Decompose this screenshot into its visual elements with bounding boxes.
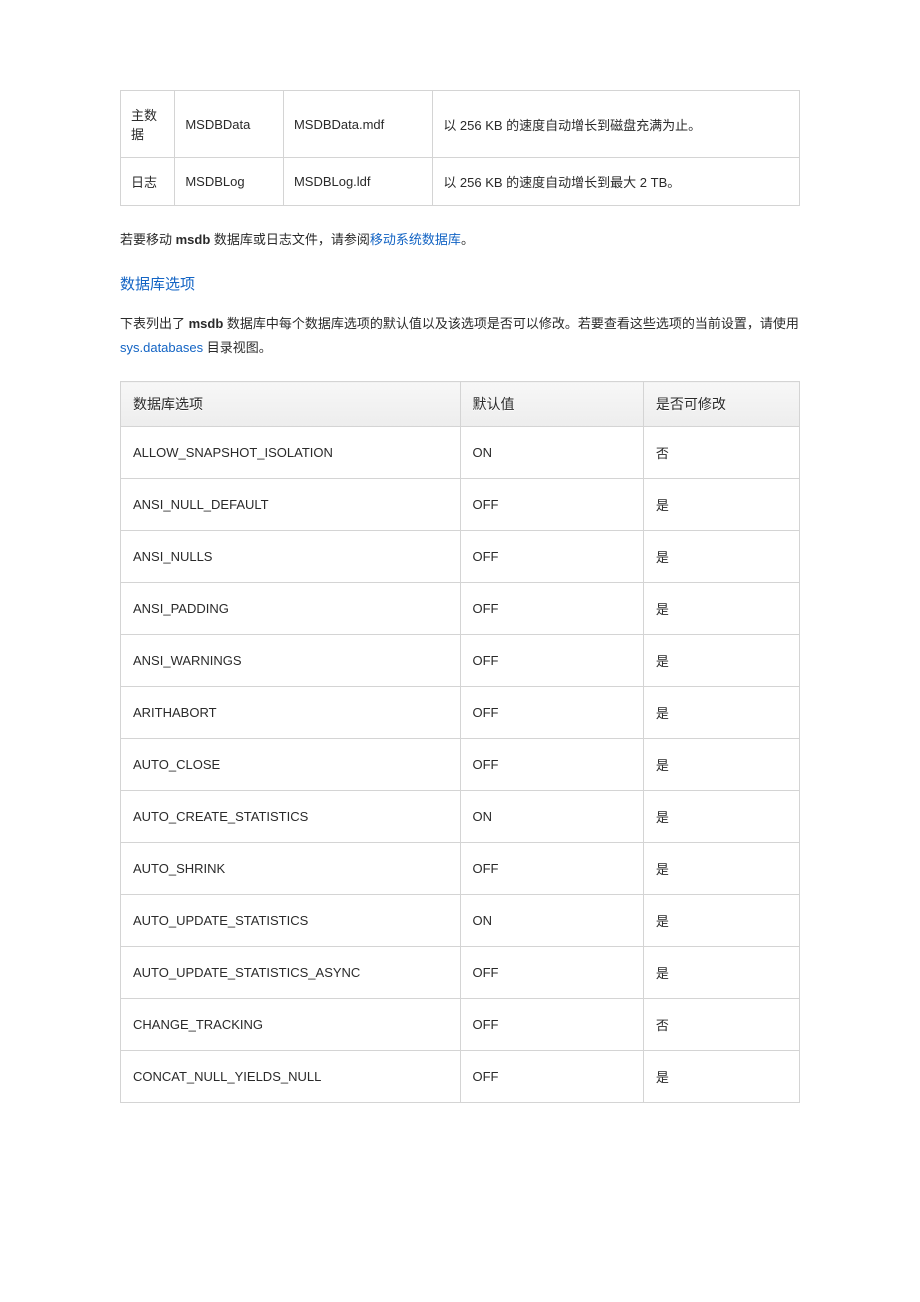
table-cell: 是 (643, 531, 799, 583)
table-cell: OFF (460, 583, 643, 635)
table-row: ALLOW_SNAPSHOT_ISOLATIONON否 (121, 427, 800, 479)
table-cell: OFF (460, 947, 643, 999)
text: 下表列出了 (120, 316, 189, 331)
section-heading-db-options: 数据库选项 (120, 273, 800, 294)
db-options-table: 数据库选项 默认值 是否可修改 ALLOW_SNAPSHOT_ISOLATION… (120, 381, 800, 1103)
text: 若要移动 (120, 232, 176, 247)
table-cell: OFF (460, 739, 643, 791)
table-cell: ANSI_NULL_DEFAULT (121, 479, 461, 531)
table-cell: 是 (643, 843, 799, 895)
table-cell: OFF (460, 1051, 643, 1103)
col-header-default: 默认值 (460, 382, 643, 427)
table-cell: AUTO_CREATE_STATISTICS (121, 791, 461, 843)
table-row: CONCAT_NULL_YIELDS_NULLOFF是 (121, 1051, 800, 1103)
table-cell: ON (460, 427, 643, 479)
table-row: ANSI_PADDINGOFF是 (121, 583, 800, 635)
table-cell: ANSI_WARNINGS (121, 635, 461, 687)
text: 目录视图。 (203, 340, 272, 355)
table-header-row: 数据库选项 默认值 是否可修改 (121, 382, 800, 427)
table-cell: 是 (643, 635, 799, 687)
table-cell: 否 (643, 427, 799, 479)
table-cell: ALLOW_SNAPSHOT_ISOLATION (121, 427, 461, 479)
table-cell: 以 256 KB 的速度自动增长到最大 2 TB。 (433, 158, 800, 206)
table-row: ARITHABORTOFF是 (121, 687, 800, 739)
table-row: AUTO_CREATE_STATISTICSON是 (121, 791, 800, 843)
table-row: CHANGE_TRACKINGOFF否 (121, 999, 800, 1051)
table-cell: OFF (460, 479, 643, 531)
table-cell: OFF (460, 531, 643, 583)
table-cell: 是 (643, 791, 799, 843)
table-cell: 主数据 (121, 91, 175, 158)
db-options-intro-paragraph: 下表列出了 msdb 数据库中每个数据库选项的默认值以及该选项是否可以修改。若要… (120, 312, 800, 361)
table-cell: CHANGE_TRACKING (121, 999, 461, 1051)
table-row: ANSI_NULL_DEFAULTOFF是 (121, 479, 800, 531)
table-row: AUTO_CLOSEOFF是 (121, 739, 800, 791)
table-cell: 是 (643, 739, 799, 791)
table-cell: ON (460, 791, 643, 843)
table-row: ANSI_WARNINGSOFF是 (121, 635, 800, 687)
table-cell: MSDBData.mdf (283, 91, 432, 158)
move-db-paragraph: 若要移动 msdb 数据库或日志文件，请参阅移动系统数据库。 (120, 228, 800, 253)
table-cell: ANSI_NULLS (121, 531, 461, 583)
table-row: AUTO_SHRINKOFF是 (121, 843, 800, 895)
text: 数据库或日志文件，请参阅 (210, 232, 370, 247)
col-header-modifiable: 是否可修改 (643, 382, 799, 427)
text: 数据库中每个数据库选项的默认值以及该选项是否可以修改。若要查看这些选项的当前设置… (223, 316, 799, 331)
table-cell: 是 (643, 1051, 799, 1103)
table-row: AUTO_UPDATE_STATISTICSON是 (121, 895, 800, 947)
table-cell: AUTO_UPDATE_STATISTICS_ASYNC (121, 947, 461, 999)
table-cell: OFF (460, 635, 643, 687)
document-page: 主数据MSDBDataMSDBData.mdf以 256 KB 的速度自动增长到… (0, 0, 920, 1165)
col-header-option: 数据库选项 (121, 382, 461, 427)
table-cell: 是 (643, 583, 799, 635)
table-cell: 以 256 KB 的速度自动增长到磁盘充满为止。 (433, 91, 800, 158)
table-cell: AUTO_CLOSE (121, 739, 461, 791)
table-cell: MSDBLog (175, 158, 284, 206)
table-cell: 是 (643, 687, 799, 739)
files-table: 主数据MSDBDataMSDBData.mdf以 256 KB 的速度自动增长到… (120, 90, 800, 206)
table-cell: MSDBData (175, 91, 284, 158)
table-cell: ANSI_PADDING (121, 583, 461, 635)
table-cell: AUTO_SHRINK (121, 843, 461, 895)
table-cell: 是 (643, 479, 799, 531)
table-cell: OFF (460, 999, 643, 1051)
table-cell: 是 (643, 895, 799, 947)
table-row: ANSI_NULLSOFF是 (121, 531, 800, 583)
msdb-bold: msdb (176, 232, 211, 247)
table-row: AUTO_UPDATE_STATISTICS_ASYNCOFF是 (121, 947, 800, 999)
table-cell: OFF (460, 687, 643, 739)
table-row: 主数据MSDBDataMSDBData.mdf以 256 KB 的速度自动增长到… (121, 91, 800, 158)
table-cell: ON (460, 895, 643, 947)
table-cell: MSDBLog.ldf (283, 158, 432, 206)
table-cell: 否 (643, 999, 799, 1051)
table-cell: 日志 (121, 158, 175, 206)
table-cell: AUTO_UPDATE_STATISTICS (121, 895, 461, 947)
table-row: 日志MSDBLogMSDBLog.ldf以 256 KB 的速度自动增长到最大 … (121, 158, 800, 206)
sys-databases-link[interactable]: sys.databases (120, 340, 203, 355)
text: 。 (461, 232, 474, 247)
msdb-bold: msdb (189, 316, 224, 331)
table-cell: CONCAT_NULL_YIELDS_NULL (121, 1051, 461, 1103)
move-system-db-link[interactable]: 移动系统数据库 (370, 232, 461, 247)
table-cell: 是 (643, 947, 799, 999)
table-cell: OFF (460, 843, 643, 895)
table-cell: ARITHABORT (121, 687, 461, 739)
